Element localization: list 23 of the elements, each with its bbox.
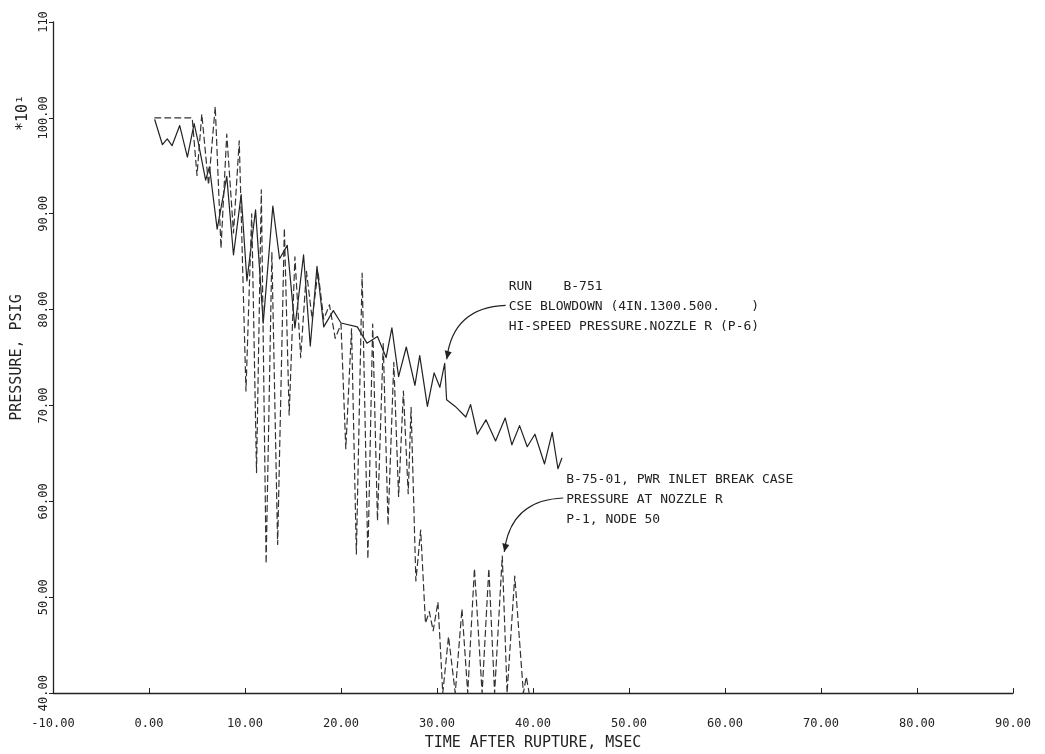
x-tick-label: 80.00 [898,716,936,731]
x-tick-label: 90.00 [994,716,1032,731]
annotation: RUN B-751 CSE BLOWDOWN (4IN.1300.500. ) HI-SPEED PRESSURE.NOZZLE R (P-6) [508,277,760,333]
x-tick-label: 0.00 [134,716,164,731]
y-tick-label: 110 [36,11,50,33]
y-tick-label: 60.00 [36,483,50,520]
y-axis-title: PRESSURE, PSIG [6,294,25,421]
y-tick-label: 50.00 [36,579,50,616]
y-tick-label: 70.00 [36,387,50,424]
y-tick-label: 90.00 [36,195,50,232]
x-tick-label: 50.00 [610,716,648,731]
x-tick-label: 30.00 [418,716,456,731]
annotation: B-75-01, PWR INLET BREAK CASE PRESSURE AT NOZZLE R P-1, NODE 50 [566,470,794,526]
x-tick-label: 40.00 [514,716,552,731]
text: *10¹ [12,95,31,132]
y-tick-label: 80.00 [36,291,50,328]
x-tick-label: -10.00 [31,716,75,731]
x-tick-label: 10.00 [226,716,264,731]
x-tick-label: 20.00 [322,716,360,731]
x-axis-title: TIME AFTER RUPTURE, MSEC [424,732,642,751]
y-tick-label: 100.00 [36,96,50,140]
x-tick-label: 60.00 [706,716,744,731]
x-tick-label: 70.00 [802,716,840,731]
